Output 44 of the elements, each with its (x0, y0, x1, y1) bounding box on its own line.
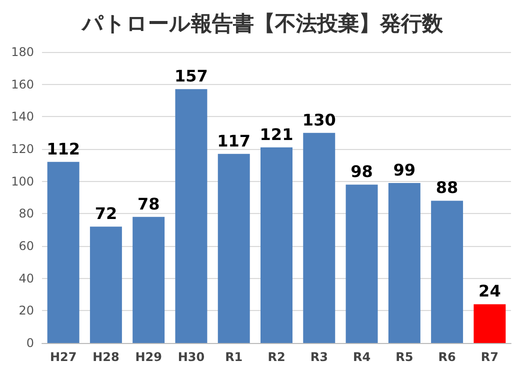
x-tick-label: H30 (178, 350, 205, 364)
bar (175, 89, 208, 343)
x-tick-label: R6 (438, 350, 456, 364)
bar (47, 162, 80, 343)
bar (431, 200, 464, 343)
y-tick-label: 40 (18, 271, 34, 286)
y-tick-label: 160 (11, 77, 34, 92)
data-label: 78 (137, 194, 160, 214)
x-tick-label: H28 (92, 350, 120, 364)
x-tick-label: R1 (225, 350, 243, 364)
x-tick-label: R5 (396, 350, 414, 364)
data-label: 99 (393, 160, 416, 180)
data-label: 157 (174, 66, 208, 86)
chart-title: パトロール報告書【不法投棄】発行数 (81, 12, 444, 36)
x-tick-label: R3 (310, 350, 328, 364)
bar (132, 216, 165, 343)
bar (260, 147, 292, 343)
bar (474, 304, 506, 343)
y-tick-label: 80 (18, 206, 34, 221)
x-tick-label: H27 (50, 350, 77, 364)
y-tick-label: 20 (18, 304, 34, 318)
y-tick-label: 180 (11, 45, 34, 59)
bar (90, 226, 122, 343)
y-tick-label: 0 (26, 336, 34, 350)
data-label: 72 (94, 204, 118, 224)
data-label: 112 (46, 139, 80, 158)
x-tick-label: H29 (135, 350, 162, 364)
x-tick-label: R2 (268, 350, 286, 364)
bar (303, 132, 336, 343)
y-tick-label: 120 (11, 142, 34, 156)
data-label: 98 (350, 162, 373, 182)
data-label: 130 (302, 110, 336, 130)
data-label: 88 (436, 178, 458, 198)
y-tick-label: 60 (18, 239, 34, 253)
x-tick-label: R7 (480, 350, 498, 364)
data-label: 117 (217, 131, 251, 150)
y-tick-label: 140 (11, 110, 34, 124)
y-tick-label: 100 (11, 174, 34, 188)
bar (388, 182, 420, 343)
bar (346, 184, 378, 343)
x-tick-label: R4 (352, 350, 371, 364)
data-label: 121 (260, 124, 294, 144)
data-label: 24 (478, 282, 501, 301)
bar (218, 154, 250, 343)
